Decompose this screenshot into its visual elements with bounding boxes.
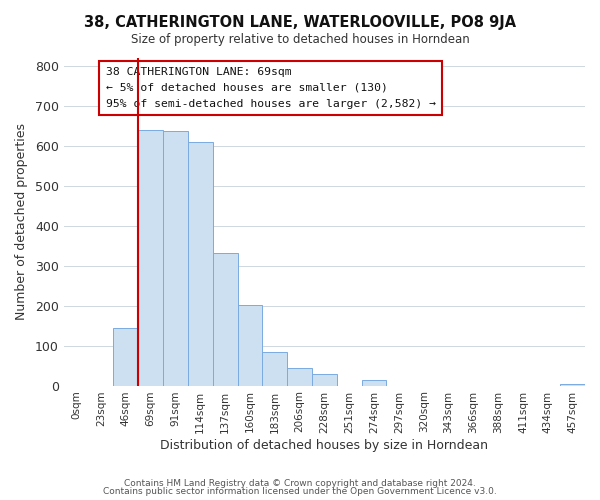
Text: Contains public sector information licensed under the Open Government Licence v3: Contains public sector information licen… [103,487,497,496]
X-axis label: Distribution of detached houses by size in Horndean: Distribution of detached houses by size … [160,440,488,452]
Y-axis label: Number of detached properties: Number of detached properties [15,123,28,320]
Bar [213,252,238,386]
Bar [560,384,585,386]
Text: Contains HM Land Registry data © Crown copyright and database right 2024.: Contains HM Land Registry data © Crown c… [124,478,476,488]
Bar [163,131,188,386]
Text: 38, CATHERINGTON LANE, WATERLOOVILLE, PO8 9JA: 38, CATHERINGTON LANE, WATERLOOVILLE, PO… [84,15,516,30]
Bar [287,368,312,386]
Bar [262,352,287,386]
Bar [113,328,138,386]
Bar [362,380,386,386]
Text: Size of property relative to detached houses in Horndean: Size of property relative to detached ho… [131,32,469,46]
Text: 38 CATHERINGTON LANE: 69sqm
← 5% of detached houses are smaller (130)
95% of sem: 38 CATHERINGTON LANE: 69sqm ← 5% of deta… [106,68,436,108]
Bar [188,142,213,386]
Bar [312,374,337,386]
Bar [138,130,163,386]
Bar [238,305,262,386]
